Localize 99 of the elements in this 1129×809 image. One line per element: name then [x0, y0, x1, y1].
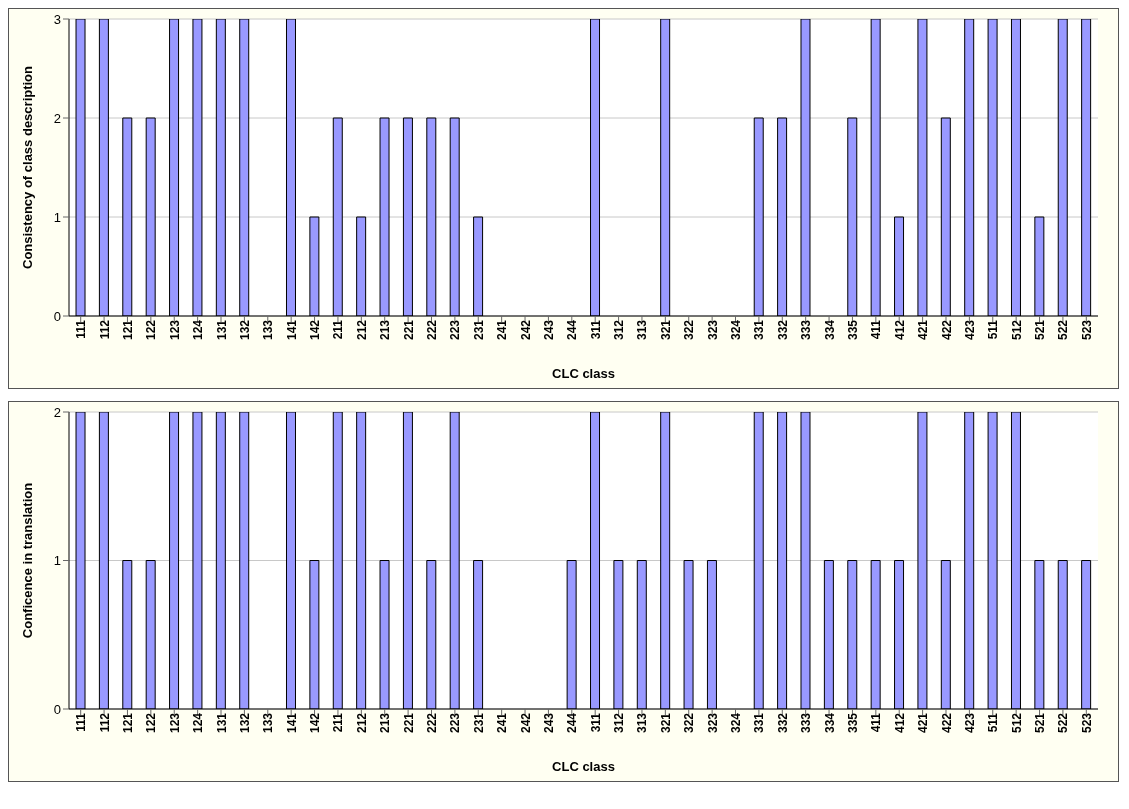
- x-tick-label: 222: [425, 712, 440, 734]
- x-tick-label: 313: [635, 712, 650, 734]
- x-tick-label: 322: [682, 712, 697, 734]
- x-tick-label: 511: [986, 319, 1001, 340]
- x-tick-label: 124: [191, 319, 206, 341]
- x-tick-label: 334: [822, 712, 837, 734]
- x-tick-label: 323: [705, 319, 720, 341]
- x-tick-label: 244: [565, 319, 580, 341]
- x-tick-label: 422: [939, 712, 954, 734]
- y-tick-label: 0: [53, 308, 61, 324]
- x-tick-label: 133: [261, 319, 276, 341]
- y-axis-title: Conficence in translation: [19, 482, 35, 639]
- x-tick-label: 335: [845, 319, 860, 341]
- x-tick-label: 211: [331, 319, 346, 340]
- x-tick-label: 323: [705, 712, 720, 734]
- x-tick-label: 423: [962, 712, 977, 734]
- x-tick-label: 221: [401, 319, 416, 341]
- x-tick-label: 321: [658, 319, 673, 341]
- x-tick-label: 241: [495, 712, 510, 734]
- y-tick-label: 3: [53, 11, 61, 27]
- x-tick-label: 231: [471, 319, 486, 341]
- x-tick-label: 131: [214, 319, 229, 341]
- x-tick-label: 132: [237, 319, 252, 341]
- x-tick-label: 512: [1009, 712, 1024, 734]
- y-axis-title: Consistency of class description: [19, 65, 35, 270]
- x-tick-label: 311: [588, 319, 603, 340]
- x-tick-label: 311: [588, 712, 603, 733]
- x-tick-label: 122: [144, 319, 159, 341]
- x-tick-label: 421: [916, 319, 931, 341]
- x-tick-label: 123: [167, 319, 182, 341]
- x-tick-label: 122: [144, 712, 159, 734]
- x-tick-label: 512: [1009, 319, 1024, 341]
- x-tick-label: 121: [120, 712, 135, 734]
- x-tick-label: 212: [354, 319, 369, 341]
- x-tick-label: 322: [682, 319, 697, 341]
- x-tick-label: 243: [541, 712, 556, 734]
- x-tick-label: 123: [167, 712, 182, 734]
- x-tick-label: 335: [845, 712, 860, 734]
- x-tick-label: 324: [729, 712, 744, 734]
- x-tick-label: 211: [331, 712, 346, 733]
- x-tick-label: 142: [308, 319, 323, 341]
- x-tick-label: 243: [541, 319, 556, 341]
- y-tick-label: 1: [53, 209, 61, 225]
- x-tick-label: 321: [658, 712, 673, 734]
- x-tick-label: 423: [962, 319, 977, 341]
- x-tick-label: 212: [354, 712, 369, 734]
- x-tick-label: 511: [986, 712, 1001, 733]
- x-tick-label: 411: [869, 319, 884, 340]
- x-tick-label: 333: [799, 319, 814, 341]
- x-tick-label: 523: [1079, 319, 1094, 341]
- x-axis-title: CLC class: [552, 759, 615, 774]
- x-tick-label: 131: [214, 712, 229, 734]
- x-tick-label: 213: [378, 712, 393, 734]
- y-tick-label: 1: [53, 553, 61, 569]
- x-tick-label: 331: [752, 712, 767, 734]
- x-tick-label: 223: [448, 712, 463, 734]
- x-axis-title: CLC class: [552, 366, 615, 381]
- x-tick-label: 313: [635, 319, 650, 341]
- x-tick-label: 324: [729, 319, 744, 341]
- x-tick-label: 221: [401, 712, 416, 734]
- x-tick-label: 124: [191, 712, 206, 734]
- x-tick-label: 112: [97, 712, 112, 733]
- x-tick-label: 521: [1033, 712, 1048, 734]
- x-tick-label: 332: [775, 319, 790, 341]
- x-tick-label: 112: [97, 319, 112, 340]
- x-tick-label: 522: [1056, 319, 1071, 341]
- x-tick-label: 132: [237, 712, 252, 734]
- x-tick-label: 422: [939, 319, 954, 341]
- x-tick-label: 213: [378, 319, 393, 341]
- x-tick-label: 111: [74, 319, 89, 339]
- x-tick-label: 241: [495, 319, 510, 341]
- x-tick-label: 333: [799, 712, 814, 734]
- x-tick-label: 331: [752, 319, 767, 341]
- x-tick-label: 223: [448, 319, 463, 341]
- x-tick-label: 142: [308, 712, 323, 734]
- x-tick-label: 121: [120, 319, 135, 341]
- x-tick-label: 523: [1079, 712, 1094, 734]
- x-tick-label: 242: [518, 712, 533, 734]
- x-tick-label: 141: [284, 319, 299, 341]
- x-tick-label: 111: [74, 712, 89, 732]
- y-tick-label: 2: [53, 404, 61, 420]
- x-tick-label: 412: [892, 319, 907, 341]
- y-tick-label: 0: [53, 701, 61, 717]
- x-tick-label: 312: [612, 319, 627, 341]
- x-tick-label: 244: [565, 712, 580, 734]
- x-tick-label: 334: [822, 319, 837, 341]
- x-tick-label: 242: [518, 319, 533, 341]
- x-tick-label: 521: [1033, 319, 1048, 341]
- x-tick-label: 141: [284, 712, 299, 734]
- x-tick-label: 332: [775, 712, 790, 734]
- x-tick-label: 522: [1056, 712, 1071, 734]
- x-tick-label: 421: [916, 712, 931, 734]
- x-tick-label: 133: [261, 712, 276, 734]
- x-tick-label: 411: [869, 712, 884, 733]
- x-tick-label: 412: [892, 712, 907, 734]
- y-tick-label: 2: [53, 110, 61, 126]
- x-tick-label: 222: [425, 319, 440, 341]
- x-tick-label: 312: [612, 712, 627, 734]
- x-tick-label: 231: [471, 712, 486, 734]
